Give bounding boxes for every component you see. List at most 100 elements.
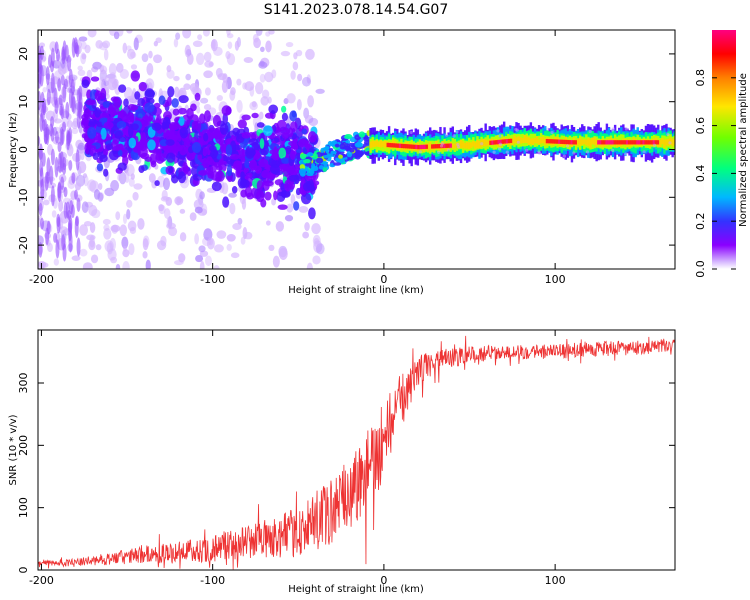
spectrogram-speckle [133, 183, 143, 190]
spectrogram-blob [300, 192, 312, 205]
spectrogram-speckle [126, 30, 133, 34]
spectrogram-band-cell [678, 133, 680, 152]
spectrogram-speckle [80, 41, 87, 50]
spectrogram-band-cell [589, 139, 592, 148]
spectrogram-blob [92, 152, 99, 161]
spectrogram-band-cell [678, 125, 680, 163]
spectrogram-band-peak [558, 139, 561, 144]
spectrogram-band-cell [533, 137, 537, 144]
spectrogram-speckle [77, 69, 86, 77]
spectrogram-blob [114, 130, 123, 139]
spectrogram-speckle [210, 38, 218, 52]
spectrogram-band-peak [400, 143, 404, 149]
spectrogram-speckle [62, 243, 67, 262]
spectrogram-band-cell [676, 128, 678, 155]
spectrogram-band-cell [531, 138, 535, 146]
spectrogram-band-cell [535, 136, 539, 144]
spectrogram-blob [155, 152, 165, 164]
spectrogram-speckle [259, 73, 266, 83]
spectrogram-speckle [585, 150, 590, 154]
spectrogram-blob [81, 79, 90, 89]
spectrogram-blob [307, 131, 317, 143]
spectrogram-speckle [146, 63, 154, 76]
spectrogram-speckle [572, 151, 576, 155]
snr-ytick-label: 200 [17, 435, 30, 456]
spectrogram-speckle [49, 165, 54, 186]
spectrogram-speckle [38, 54, 41, 73]
snr-xlabel: Height of straight line (km) [288, 584, 424, 595]
spectrogram-blob [211, 181, 222, 192]
spectrogram-blob [221, 105, 232, 116]
spectrogram-speckle [302, 231, 310, 239]
spectrogram-band-cell [593, 137, 596, 145]
spectrogram-speckle [45, 66, 50, 86]
spectrogram-blob [227, 174, 233, 183]
spectrogram-speckle [81, 53, 87, 60]
spectrogram-speckle [38, 91, 42, 111]
spectrogram-band-cell [544, 138, 547, 145]
spectrogram-speckle [39, 160, 44, 177]
spectrogram-blob [282, 132, 290, 139]
spectrogram-speckle [445, 133, 449, 137]
spectrogram-ytick-label: 10 [17, 95, 30, 109]
spectrogram-blob [272, 146, 278, 158]
spectrogram-blob [178, 116, 185, 127]
spectrogram-band-peak [634, 140, 637, 145]
spectrogram-blob [348, 142, 356, 147]
spectrogram-speckle [60, 74, 65, 86]
colorbar-tick-label: 0.8 [694, 69, 707, 87]
spectrogram-blob [303, 182, 312, 192]
spectrogram-band-peak [560, 139, 563, 144]
spectrogram-blob [312, 153, 318, 160]
spectrogram-speckle [79, 248, 88, 257]
spectrogram-band-cell [542, 136, 545, 144]
snr-series-line [38, 335, 675, 570]
spectrogram-blob [151, 122, 162, 131]
spectrogram-band-peak [386, 142, 389, 148]
spectrogram-band-peak [495, 140, 498, 145]
spectrogram-band-peak [648, 140, 651, 145]
spectrogram-speckle [39, 45, 44, 61]
spectrogram-band-peak [392, 143, 396, 148]
spectrogram-band-peak [617, 140, 621, 145]
spectrogram-speckle [74, 182, 81, 191]
spectrogram-blob [241, 114, 251, 121]
spectrogram-ytick-label: -10 [17, 188, 30, 206]
spectrogram-blob [102, 101, 110, 109]
spectrogram-speckle [298, 205, 309, 213]
spectrogram-speckle [38, 148, 43, 160]
spectrogram-speckle [98, 182, 103, 191]
spectrogram-speckle [62, 40, 67, 60]
spectrogram-blob [166, 152, 176, 163]
spectrogram-speckle [546, 127, 550, 131]
spectrogram-band-peak [644, 140, 647, 145]
spectrogram-band-peak [601, 140, 604, 145]
spectrogram-speckle [87, 30, 97, 38]
spectrogram-band-peak [621, 140, 625, 145]
spectrogram-blob [303, 158, 311, 164]
spectrogram-blob [357, 151, 363, 158]
spectrogram-speckle [71, 96, 76, 114]
spectrogram-blob [138, 165, 145, 174]
spectrogram-speckle [63, 186, 68, 198]
spectrogram-speckle [296, 99, 302, 111]
spectrogram-blob [169, 122, 178, 131]
spectrogram-speckle [142, 238, 149, 251]
spectrogram-blob [117, 149, 123, 157]
spectrogram-band-cell [581, 139, 584, 145]
spectrogram-blob [302, 148, 307, 155]
spectrogram-speckle [126, 199, 133, 208]
spectrogram-speckle [113, 31, 120, 40]
spectrogram-speckle [284, 214, 294, 222]
spectrogram-speckle [99, 76, 106, 90]
spectrogram-blob [225, 144, 233, 157]
spectrogram-band-cell [463, 142, 467, 149]
spectrogram-band-peak [656, 140, 660, 145]
spectrogram-speckle [163, 208, 171, 219]
spectrogram-speckle [116, 62, 124, 73]
spectrogram-speckle [91, 209, 101, 219]
spectrogram-blob [285, 145, 292, 155]
spectrogram-band-cell [676, 125, 678, 160]
spectrogram-speckle [66, 120, 73, 129]
